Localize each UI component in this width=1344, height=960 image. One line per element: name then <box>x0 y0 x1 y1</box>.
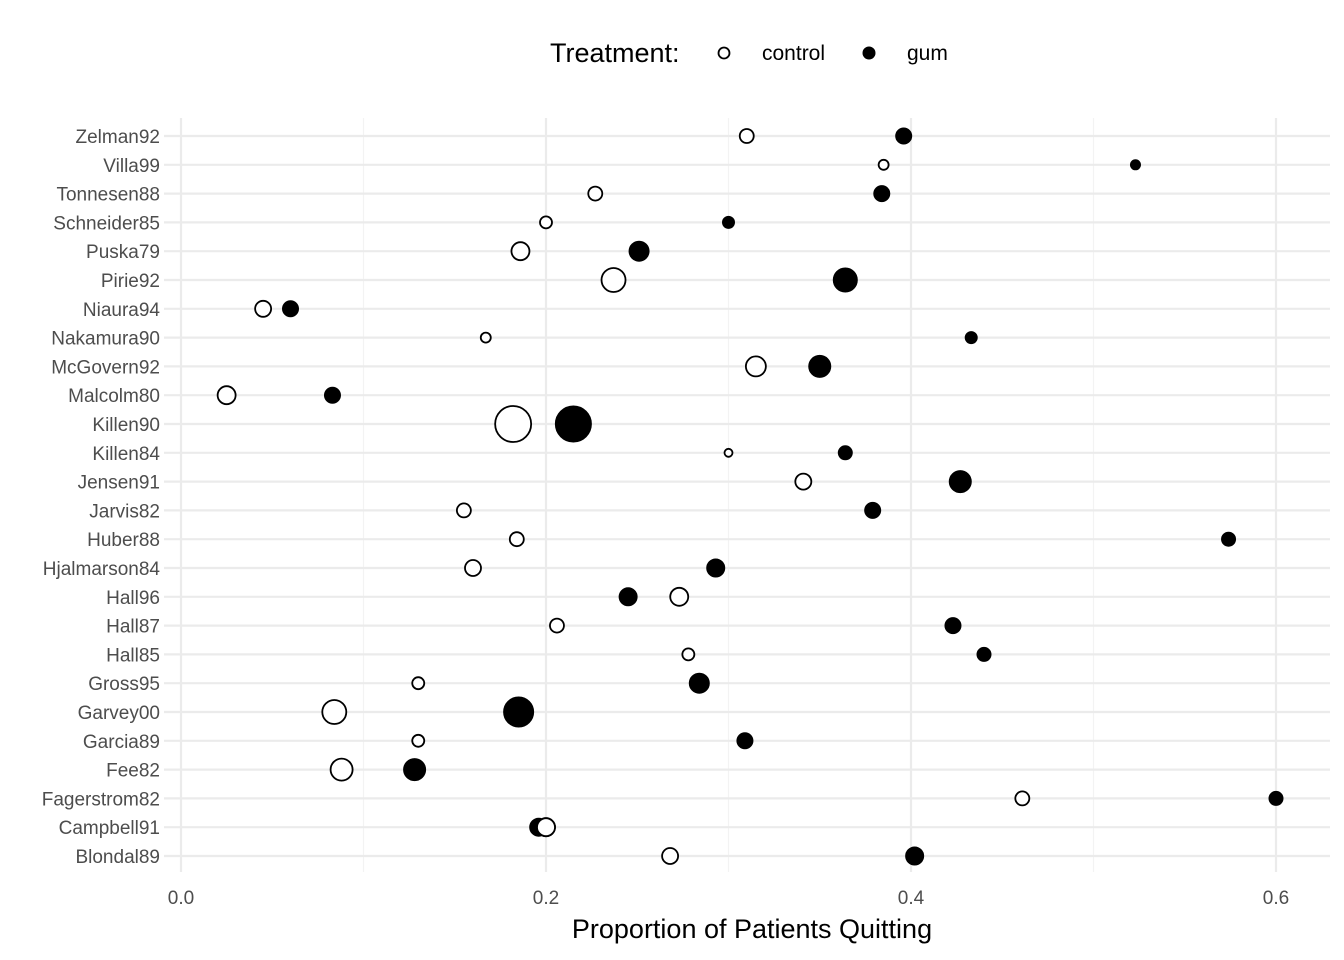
control-point <box>455 502 472 519</box>
gum-point <box>503 696 535 728</box>
control-point <box>661 847 679 865</box>
y-tick-label: Gross95 <box>88 674 160 695</box>
y-tick-label: Pirie92 <box>101 271 160 292</box>
y-tick-label: Malcolm80 <box>68 386 160 407</box>
gum-point <box>808 354 832 378</box>
control-point <box>411 676 426 691</box>
y-tick-label: Killen84 <box>92 444 160 465</box>
y-tick-label: Campbell91 <box>59 818 160 839</box>
control-point <box>669 586 690 607</box>
gum-point <box>706 558 726 578</box>
y-tick-label: Hall96 <box>106 588 160 609</box>
control-point <box>329 757 354 782</box>
gum-point <box>403 758 427 782</box>
data-points <box>216 127 1284 866</box>
gum-point <box>964 331 978 345</box>
gum-point <box>873 185 891 203</box>
y-tick-label: Fee82 <box>106 761 160 782</box>
x-tick-label: 0.2 <box>533 888 559 909</box>
control-point <box>744 355 767 378</box>
y-tick-label: Hall85 <box>106 645 160 666</box>
control-point <box>587 185 604 202</box>
gum-point <box>722 215 735 229</box>
control-point <box>464 559 482 577</box>
control-point <box>510 241 531 262</box>
y-tick-label: Zelman92 <box>76 127 161 148</box>
control-point <box>411 733 426 748</box>
control-point <box>508 531 525 548</box>
gum-point <box>736 732 754 750</box>
legend: Treatment: control gum <box>550 38 948 68</box>
y-axis-tick-labels: Blondal89 Campbell91 Fagerstrom82 Fee82 Garc… <box>42 127 161 868</box>
x-tick-label: 0.0 <box>168 888 194 909</box>
control-point <box>723 447 734 458</box>
gum-point <box>895 127 913 145</box>
control-point <box>681 647 696 662</box>
gum-point <box>282 300 299 318</box>
gum-point <box>618 587 638 607</box>
gum-point <box>948 470 972 494</box>
control-point <box>1014 790 1031 807</box>
control-point <box>738 128 755 144</box>
y-tick-label: Huber88 <box>87 530 160 551</box>
control-point <box>549 617 565 634</box>
control-point <box>877 158 890 171</box>
x-tick-label: 0.4 <box>898 888 925 909</box>
control-point <box>321 699 348 725</box>
y-tick-label: McGovern92 <box>51 357 160 378</box>
legend-gum-label: gum <box>907 42 948 65</box>
control-point <box>794 472 813 491</box>
gum-point <box>554 405 592 443</box>
gum-point <box>688 672 710 694</box>
gum-point <box>1268 790 1284 806</box>
control-point <box>494 405 533 443</box>
y-tick-label: Fagerstrom82 <box>42 789 160 810</box>
gum-point <box>864 501 882 519</box>
gum-point <box>832 267 858 293</box>
y-tick-label: Villa99 <box>103 156 160 177</box>
control-point-overlay <box>536 817 556 838</box>
legend-control-symbol <box>717 46 731 60</box>
y-tick-label: Garcia89 <box>83 732 160 753</box>
control-point <box>216 385 237 406</box>
x-axis-title: Proportion of Patients Quitting <box>572 914 932 944</box>
y-tick-label: Nakamura90 <box>51 329 160 350</box>
gum-point <box>1221 531 1237 547</box>
legend-control-label: control <box>762 42 825 65</box>
gum-point <box>905 846 925 866</box>
gum-point <box>837 445 853 461</box>
y-tick-label: Puska79 <box>86 242 160 263</box>
y-tick-label: Schneider85 <box>53 213 160 234</box>
y-tick-label: Niaura94 <box>83 300 161 321</box>
gum-point <box>976 646 992 662</box>
gum-point <box>628 240 650 262</box>
y-tick-label: Blondal89 <box>75 847 160 868</box>
gum-point <box>944 617 962 635</box>
legend-title: Treatment: <box>550 38 680 68</box>
x-axis-tick-labels: 0.0 0.2 0.4 0.6 <box>168 888 1289 909</box>
y-tick-label: Killen90 <box>92 415 160 436</box>
gum-point <box>323 386 341 404</box>
control-point <box>600 267 627 293</box>
control-point <box>539 215 553 230</box>
y-tick-label: Jarvis82 <box>89 501 160 522</box>
gum-point <box>1129 159 1141 171</box>
x-tick-label: 0.6 <box>1263 888 1289 909</box>
legend-gum-symbol <box>862 46 876 60</box>
y-tick-label: Hall87 <box>106 617 160 638</box>
control-point <box>479 331 492 344</box>
y-tick-label: Hjalmarson84 <box>43 559 161 580</box>
y-tick-label: Tonnesen88 <box>56 185 160 206</box>
control-point <box>254 299 273 318</box>
y-tick-label: Garvey00 <box>78 703 160 724</box>
y-tick-label: Jensen91 <box>78 473 160 494</box>
